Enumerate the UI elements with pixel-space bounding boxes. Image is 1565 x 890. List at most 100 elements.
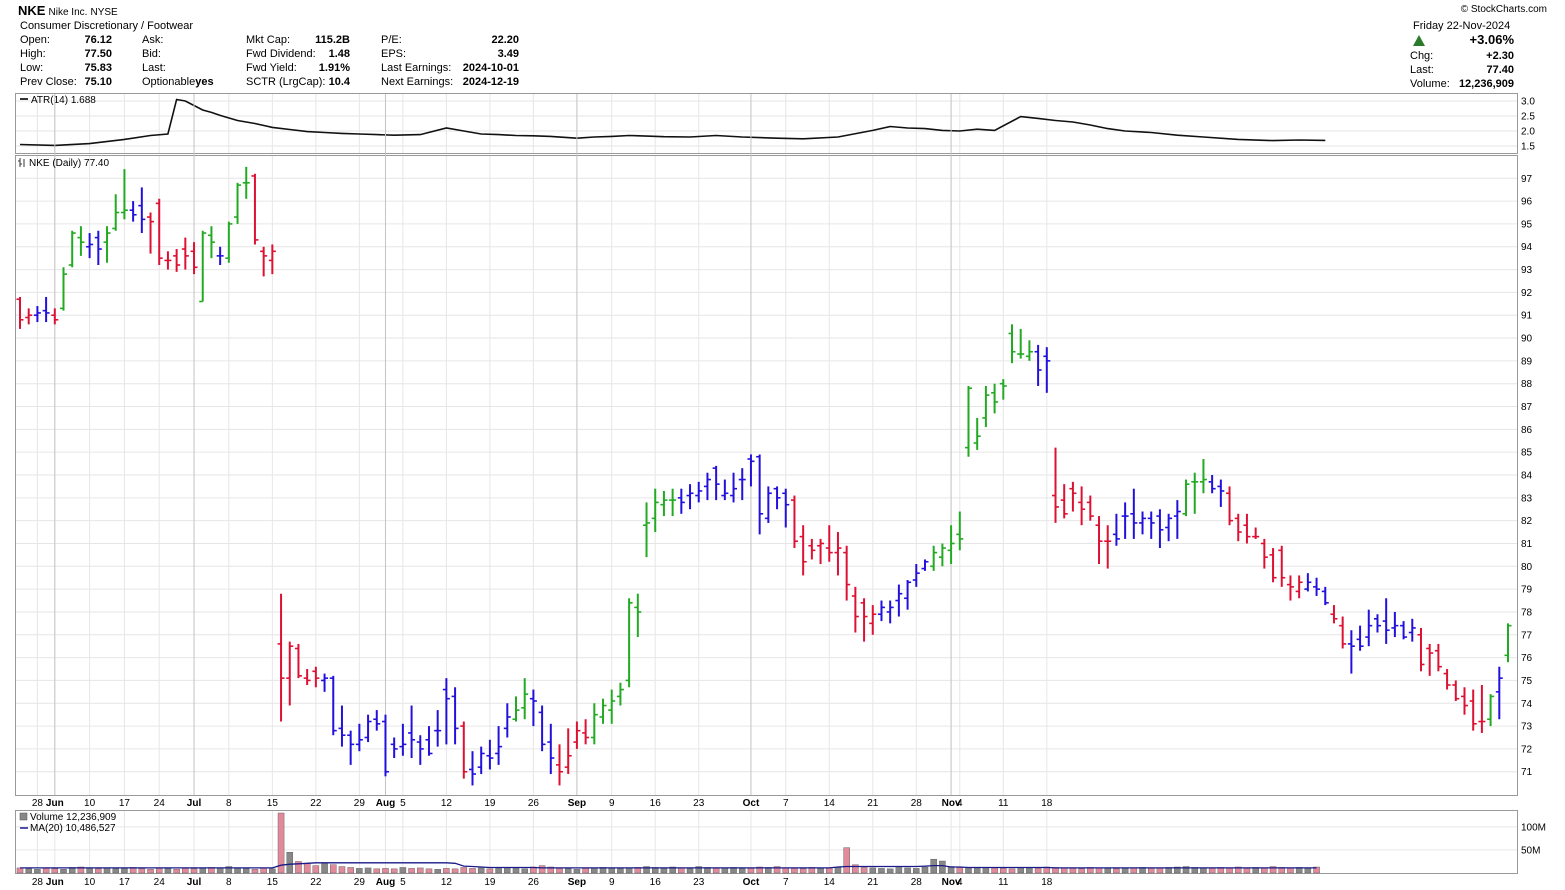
volume-bar — [1200, 867, 1207, 874]
price-x-tick-label: 28 — [911, 798, 923, 809]
sector: Consumer Discretionary / Footwear — [20, 20, 194, 32]
ohlc-bar — [703, 472, 711, 501]
ohlc-bar — [112, 194, 120, 231]
ohlc-bar — [42, 296, 50, 323]
volume-bar — [686, 868, 694, 874]
price-x-tick-label: 12 — [441, 798, 453, 809]
ohlc-bar — [1165, 513, 1173, 542]
volume-x-tick-label: 17 — [119, 877, 131, 888]
ohlc-bar — [477, 746, 485, 775]
price-y-tick-label: 76 — [1521, 653, 1533, 664]
price-y-tick-label: 80 — [1521, 562, 1533, 573]
volume-y-tick-label: 50M — [1521, 845, 1540, 856]
price-y-tick-label: 72 — [1521, 744, 1533, 755]
volume-bar — [303, 863, 311, 874]
ohlc-bar — [747, 454, 755, 487]
change-pct: +3.06% — [1469, 32, 1514, 47]
volume-bar — [77, 866, 85, 874]
volume-bar — [155, 868, 163, 874]
volume-bar — [477, 867, 485, 874]
volume-bar — [190, 868, 198, 874]
ohlc-bar — [1017, 328, 1025, 359]
volume-bar — [834, 867, 842, 874]
optionable-value: yes — [195, 76, 214, 88]
ohlc-bar — [1052, 447, 1060, 523]
price-y-tick-label: 84 — [1521, 471, 1533, 482]
volume-bar — [956, 867, 964, 874]
ohlc-bar — [843, 545, 851, 601]
ohlc-bar — [1460, 687, 1468, 715]
ohlc-bar — [799, 525, 807, 576]
volume-x-tick-label: 10 — [84, 877, 96, 888]
volume-bar — [973, 868, 981, 874]
ohlc-bar — [1156, 509, 1164, 549]
ohlc-bar — [608, 689, 616, 724]
volume-legend-swatch — [19, 812, 28, 821]
next-earnings-value: 2024-12-19 — [462, 76, 519, 88]
volume-bar — [286, 852, 293, 874]
mkt-cap-value: 115.2B — [315, 34, 350, 46]
volume-bar — [504, 867, 511, 874]
price-x-tick-label: 14 — [824, 798, 836, 809]
price-y-tick-label: 79 — [1521, 585, 1533, 596]
ohlc-bar — [521, 678, 529, 720]
volume-ma-label: MA(20) 10,486,527 — [30, 823, 116, 834]
volume-bar — [443, 868, 450, 874]
ohlc-bar — [1121, 502, 1129, 539]
fwd-yield-value: 1.91% — [318, 62, 350, 74]
volume-bar — [547, 866, 555, 874]
atr-title: ATR(14) 1.688 — [31, 95, 96, 106]
atr-y-tick-label: 3.0 — [1521, 97, 1535, 108]
ohlc-bar — [938, 543, 946, 567]
volume-bar — [1226, 867, 1233, 874]
ohlc-bar — [669, 488, 677, 517]
ohlc-bar — [1173, 500, 1181, 539]
volume-x-tick-label: 4 — [957, 877, 963, 888]
volume-bar — [1287, 867, 1294, 874]
volume-bar — [817, 868, 824, 874]
volume-bar — [1182, 866, 1190, 874]
ohlc-bar — [277, 593, 285, 722]
price-y-tick-label: 78 — [1521, 607, 1533, 618]
volume-bar — [721, 867, 729, 874]
ohlc-bar — [790, 495, 798, 549]
ohlc-bar — [712, 465, 720, 501]
ohlc-bar — [738, 468, 746, 501]
change-pct-row: +3.06% — [1410, 33, 1514, 48]
price-y-tick-label: 74 — [1521, 699, 1533, 710]
volume-bar — [469, 868, 476, 874]
volume-label: Volume: — [1410, 78, 1450, 90]
volume-bar — [799, 868, 807, 874]
fwd-dividend-label: Fwd Dividend: — [246, 48, 316, 60]
volume-x-tick-label: 28 — [32, 877, 44, 888]
price-x-tick-label: 17 — [119, 798, 131, 809]
ohlc-bar — [1034, 344, 1042, 386]
ohlc-bar — [1086, 495, 1094, 521]
price-y-tick-label: 73 — [1521, 722, 1533, 733]
ohlc-bar — [651, 488, 659, 533]
ohlc-bar — [225, 221, 233, 263]
volume-bar — [173, 869, 180, 874]
volume-y-tick-label: 100M — [1521, 822, 1546, 833]
ohlc-bar — [773, 486, 781, 510]
volume-bar — [669, 866, 676, 874]
ohlc-bar — [1434, 643, 1442, 672]
ohlc-bar — [408, 705, 416, 759]
ohlc-bar — [416, 735, 424, 765]
ohlc-bar — [1452, 680, 1460, 701]
ohlc-bar — [1391, 611, 1399, 638]
volume-bar — [260, 867, 267, 874]
ohlc-bar — [503, 703, 511, 738]
ohlc-bar — [451, 687, 459, 745]
ohlc-bar — [1226, 486, 1234, 526]
ohlc-bar — [660, 490, 668, 517]
volume-bar — [1313, 866, 1320, 874]
volume-bar — [95, 868, 102, 874]
volume-x-tick-label: Jun — [46, 877, 64, 888]
volume-bar — [739, 868, 746, 874]
ask-label: Ask: — [142, 34, 164, 46]
price-x-tick-label: Oct — [743, 798, 760, 809]
volume-bar — [608, 868, 615, 874]
volume-bar — [425, 868, 433, 874]
price-y-tick-label: 75 — [1521, 676, 1533, 687]
